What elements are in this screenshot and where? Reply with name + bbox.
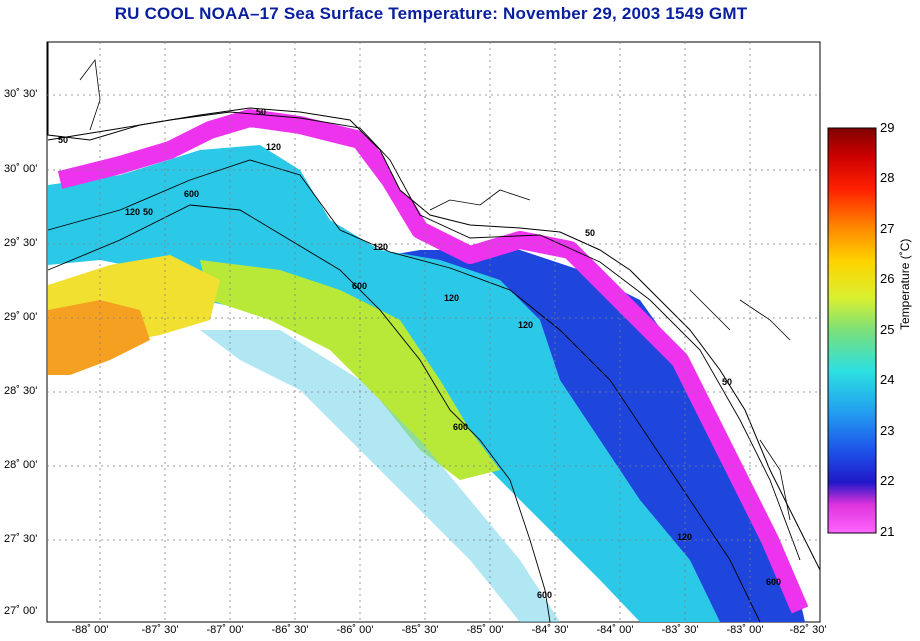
colorbar-tick: 25 (880, 322, 895, 337)
sst-scatter-edge (200, 330, 560, 622)
graticule (47, 42, 820, 622)
isobath-label: 50 (585, 228, 595, 238)
lat-label: 29˚ 00' (4, 311, 38, 323)
sst-green-region (200, 260, 500, 480)
colorbar-tick: 26 (880, 271, 895, 286)
lat-label: 28˚ 30' (4, 385, 38, 397)
isobath-label: 120 (518, 320, 533, 330)
isobath-label: 120 (266, 142, 281, 152)
colorbar-tick: 23 (880, 423, 895, 438)
isobath-label: 120 (444, 293, 459, 303)
lon-label: -85˚ 30' (401, 624, 439, 636)
lat-label: 28˚ 00' (4, 459, 38, 471)
isobath-label: 50 (58, 135, 68, 145)
isobath-label: 600 (184, 189, 199, 199)
isobath-600 (47, 204, 551, 622)
lon-label: -87˚ 30' (141, 624, 179, 636)
lat-label: 27˚ 30' (4, 533, 38, 545)
sst-magenta-band (57, 109, 809, 614)
colorbar (827, 127, 877, 534)
lon-label: -85˚ 00' (466, 624, 504, 636)
lon-label: -84˚ 30' (531, 624, 569, 636)
colorbar-tick: 21 (880, 524, 895, 539)
lat-label: 27˚ 00' (4, 605, 38, 617)
map-title: RU COOL NOAA–17 Sea Surface Temperature:… (114, 4, 748, 23)
isobath-label: 600 (766, 577, 781, 587)
lon-label: -86˚ 00' (336, 624, 374, 636)
lon-label: -84˚ 00' (596, 624, 634, 636)
isobath-label: 600 (352, 281, 367, 291)
colorbar-tick: 28 (880, 170, 895, 185)
isobath-120 (47, 159, 761, 622)
isobath-label: 50 (256, 107, 266, 117)
colorbar-label: Temperature (˚C) (898, 238, 912, 330)
lat-label: 30˚ 30' (4, 88, 38, 100)
colorbar-tick: 29 (880, 120, 895, 135)
lon-label: -82˚ 30' (789, 624, 827, 636)
lon-label: -87˚ 00' (206, 624, 244, 636)
isobath-label: 50 (143, 207, 153, 217)
land-mass (47, 42, 820, 571)
isobath-label: 50 (722, 377, 732, 387)
isobath-label: 120 (677, 532, 692, 542)
lon-label: -83˚ 00' (726, 624, 764, 636)
isobath-label: 120 (373, 242, 388, 252)
coast-detail (79, 58, 791, 521)
isobath-label: 600 (537, 590, 552, 600)
lon-label: -83˚ 30' (661, 624, 699, 636)
isobath-label: 120 (125, 207, 140, 217)
colorbar-tick: 24 (880, 372, 895, 387)
colorbar-tick: 27 (880, 221, 895, 236)
lat-label: 30˚ 00' (4, 163, 38, 175)
colorbar-tick: 22 (880, 473, 895, 488)
sst-warm-region (48, 300, 150, 375)
isobath-label: 600 (453, 422, 468, 432)
isobath-50 (47, 111, 801, 561)
lon-label: -86˚ 30' (271, 624, 309, 636)
lat-label: 29˚ 30' (4, 237, 38, 249)
lon-label: -88˚ 00' (71, 624, 109, 636)
